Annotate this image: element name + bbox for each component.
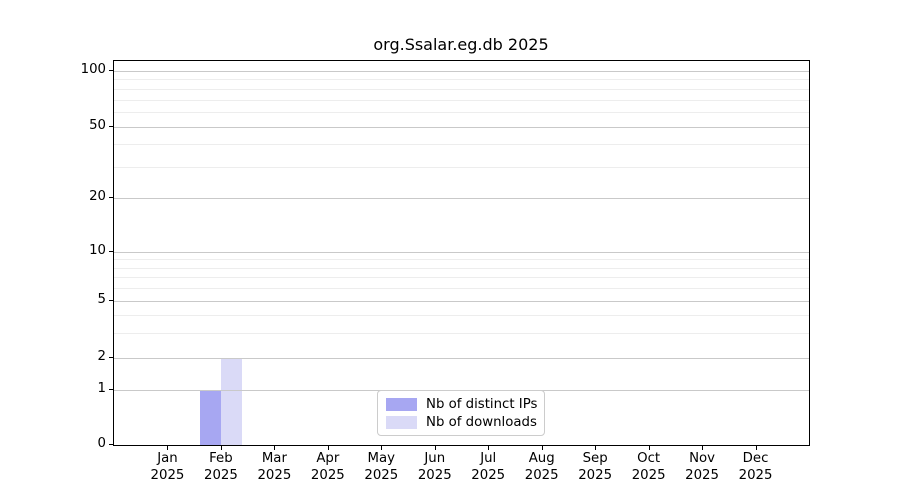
y-tick-mark bbox=[109, 197, 113, 199]
x-tick-month: Apr bbox=[316, 451, 340, 466]
x-axis-tick-label: Apr 2025 bbox=[296, 451, 360, 484]
x-tick-month: Oct bbox=[637, 451, 661, 466]
x-tick-month: Jan bbox=[157, 451, 178, 466]
x-tick-year: 2025 bbox=[364, 467, 399, 483]
x-tick-month: Nov bbox=[689, 451, 716, 466]
x-tick-year: 2025 bbox=[524, 467, 559, 483]
x-axis-tick-label: Mar 2025 bbox=[242, 451, 306, 484]
x-tick-year: 2025 bbox=[471, 467, 506, 483]
x-tick-mark bbox=[220, 446, 222, 450]
x-axis-tick-label: Dec 2025 bbox=[724, 451, 788, 484]
y-tick-mark bbox=[109, 389, 113, 391]
y-axis-tick-label: 2 bbox=[97, 349, 106, 365]
minor-gridline bbox=[114, 99, 809, 101]
x-tick-month: Feb bbox=[209, 451, 233, 466]
y-axis-tick-label: 10 bbox=[89, 242, 106, 258]
x-tick-mark bbox=[274, 446, 276, 450]
y-axis-tick-label: 0 bbox=[97, 436, 106, 451]
y-tick-mark bbox=[109, 69, 113, 71]
x-tick-mark bbox=[488, 446, 490, 450]
major-gridline bbox=[114, 198, 809, 200]
x-tick-month: Aug bbox=[528, 451, 555, 466]
major-gridline bbox=[114, 301, 809, 302]
x-tick-year: 2025 bbox=[578, 467, 613, 483]
x-axis-tick-label: May 2025 bbox=[349, 451, 413, 484]
y-tick-mark bbox=[109, 250, 113, 252]
bar-downloads-feb bbox=[220, 358, 243, 445]
x-tick-year: 2025 bbox=[310, 467, 345, 483]
y-axis-tick-label: 1 bbox=[97, 381, 106, 397]
minor-gridline bbox=[114, 79, 809, 81]
x-tick-mark bbox=[167, 446, 169, 450]
major-gridline bbox=[114, 251, 809, 253]
x-tick-mark bbox=[648, 446, 650, 450]
x-tick-year: 2025 bbox=[738, 467, 773, 483]
legend-label: Nb of downloads bbox=[426, 414, 537, 430]
major-gridline bbox=[114, 70, 809, 72]
minor-gridline bbox=[114, 332, 809, 334]
x-tick-mark bbox=[755, 446, 757, 450]
major-gridline bbox=[114, 126, 809, 128]
x-axis-tick-label: Oct 2025 bbox=[617, 451, 681, 484]
x-tick-year: 2025 bbox=[631, 467, 666, 483]
y-axis-tick-label: 5 bbox=[97, 292, 106, 307]
x-tick-month: Jul bbox=[480, 451, 497, 466]
plot-area bbox=[113, 60, 810, 446]
x-tick-year: 2025 bbox=[257, 467, 292, 483]
x-axis-tick-label: Sep 2025 bbox=[563, 451, 627, 484]
x-tick-mark bbox=[434, 446, 436, 450]
x-tick-month: Mar bbox=[261, 451, 287, 466]
minor-gridline bbox=[114, 277, 809, 279]
y-axis-tick-label: 100 bbox=[80, 61, 106, 77]
legend-swatch-distinct-ips bbox=[386, 397, 417, 411]
major-gridline bbox=[114, 358, 809, 360]
y-axis-tick-label: 50 bbox=[89, 117, 106, 133]
minor-gridline bbox=[114, 288, 809, 290]
minor-gridline bbox=[114, 267, 809, 269]
y-tick-mark bbox=[109, 300, 113, 301]
legend: Nb of distinct IPs Nb of downloads bbox=[377, 390, 545, 436]
x-tick-year: 2025 bbox=[150, 467, 185, 483]
legend-swatch-downloads bbox=[386, 415, 417, 429]
bar-distinct-ips-feb bbox=[199, 390, 221, 445]
y-tick-mark bbox=[109, 357, 113, 359]
x-tick-year: 2025 bbox=[685, 467, 719, 483]
legend-label: Nb of distinct IPs bbox=[426, 396, 538, 412]
x-axis-tick-label: Jun 2025 bbox=[403, 451, 467, 484]
x-axis-tick-label: Jan 2025 bbox=[135, 451, 199, 484]
x-axis-tick-label: Jul 2025 bbox=[456, 451, 520, 484]
x-tick-mark bbox=[327, 446, 329, 450]
x-tick-month: May bbox=[367, 451, 396, 466]
y-tick-mark bbox=[109, 444, 113, 445]
minor-gridline bbox=[114, 112, 809, 114]
x-tick-year: 2025 bbox=[204, 467, 238, 483]
minor-gridline bbox=[114, 88, 809, 90]
y-axis-tick-label: 20 bbox=[89, 189, 106, 205]
minor-gridline bbox=[114, 314, 809, 316]
legend-item: Nb of distinct IPs bbox=[386, 397, 544, 412]
x-axis-tick-label: Nov 2025 bbox=[670, 451, 734, 484]
chart-title: org.Ssalar.eg.db 2025 bbox=[373, 35, 549, 54]
minor-gridline bbox=[114, 166, 809, 168]
x-tick-mark bbox=[381, 446, 383, 450]
y-tick-mark bbox=[109, 125, 113, 127]
x-tick-month: Dec bbox=[742, 451, 769, 466]
minor-gridline bbox=[114, 144, 809, 146]
x-tick-year: 2025 bbox=[417, 467, 452, 483]
x-tick-month: Jun bbox=[424, 451, 446, 466]
x-axis-tick-label: Aug 2025 bbox=[510, 451, 574, 484]
x-tick-mark bbox=[595, 446, 597, 450]
x-tick-month: Sep bbox=[582, 451, 608, 466]
legend-item: Nb of downloads bbox=[386, 415, 544, 430]
minor-gridline bbox=[114, 259, 809, 261]
x-tick-mark bbox=[541, 446, 543, 450]
x-tick-mark bbox=[702, 446, 704, 450]
x-axis-tick-label: Feb 2025 bbox=[189, 451, 253, 484]
